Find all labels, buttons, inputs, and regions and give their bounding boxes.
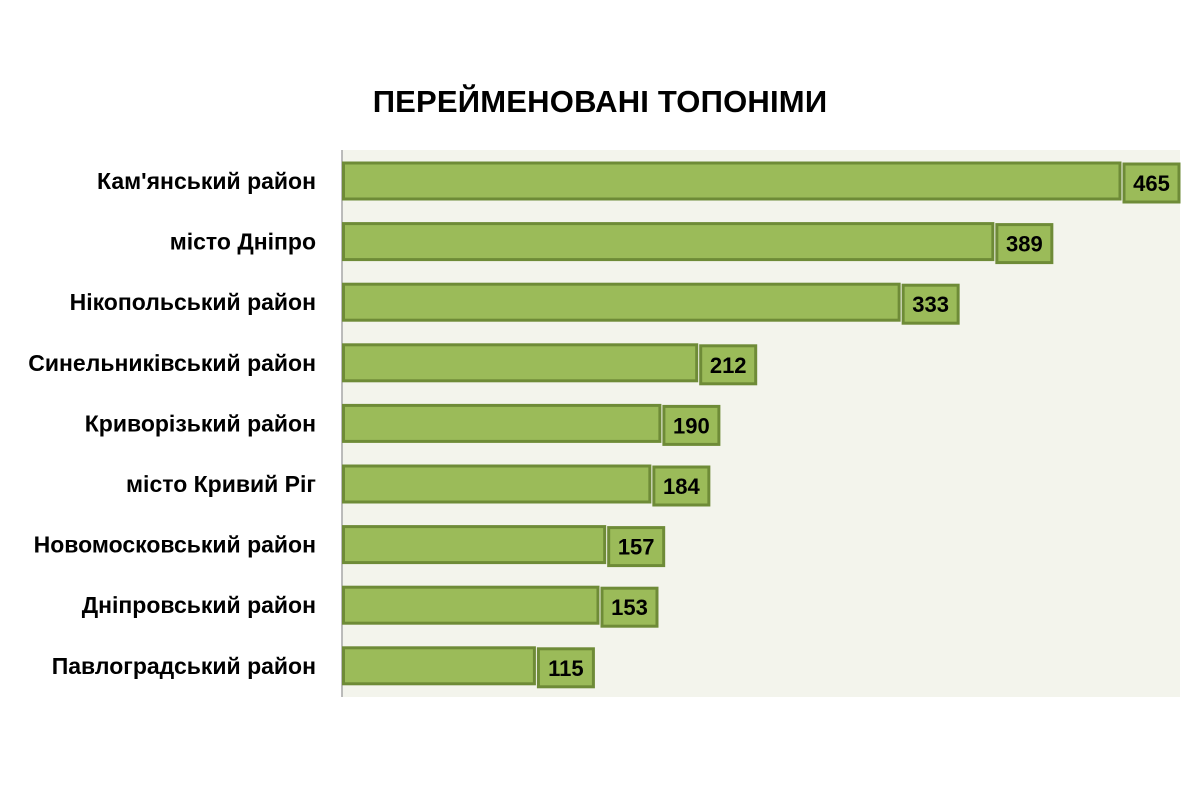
value-label-box	[607, 526, 666, 568]
category-label: Синельниківський район	[28, 350, 316, 376]
value-label-box	[652, 465, 711, 507]
category-label: Криворізький район	[85, 410, 316, 436]
bar	[342, 403, 662, 443]
value-label-box	[995, 223, 1054, 265]
category-label: Дніпровський район	[82, 592, 316, 618]
value-label-box	[1122, 162, 1181, 204]
bar	[342, 525, 607, 565]
bar	[342, 585, 600, 625]
value-label: 157	[618, 535, 655, 560]
category-label: Павлоградський район	[52, 653, 316, 679]
value-label: 153	[611, 595, 648, 620]
chart-title: ПЕРЕЙМЕНОВАНІ ТОПОНІМИ	[372, 84, 828, 119]
bar	[342, 464, 652, 504]
value-label-box	[536, 647, 595, 689]
bar	[342, 222, 995, 262]
category-label: Новомосковський район	[34, 532, 316, 558]
value-label: 184	[663, 474, 700, 499]
value-label: 115	[548, 656, 584, 681]
bar	[342, 161, 1122, 201]
value-label-box	[600, 586, 659, 628]
value-label-box	[662, 404, 721, 446]
value-label: 333	[912, 292, 949, 317]
bar	[342, 282, 901, 322]
category-label: місто Дніпро	[170, 229, 316, 255]
value-label: 190	[673, 413, 710, 438]
value-label-box	[901, 283, 960, 325]
value-label-box	[699, 344, 758, 386]
value-label: 212	[710, 353, 747, 378]
category-label: Кам'янський район	[97, 168, 316, 194]
category-label: місто Кривий Ріг	[126, 471, 316, 497]
value-label: 389	[1006, 232, 1043, 257]
bar	[342, 343, 699, 383]
bar	[342, 646, 536, 686]
category-label: Нікопольський район	[70, 289, 316, 315]
value-label: 465	[1133, 171, 1170, 196]
